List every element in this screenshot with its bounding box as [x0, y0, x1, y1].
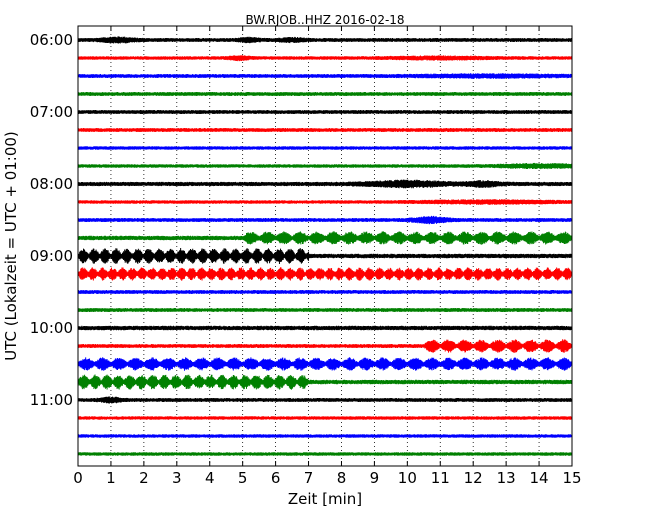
x-tick-label: 13	[497, 469, 516, 487]
seismic-trace	[77, 267, 573, 281]
x-axis-ticks: 0 1 2 3 4 5 6 7 8 9 10 11 12 13 14 15	[73, 26, 582, 487]
seismic-trace	[77, 396, 573, 404]
seismic-trace	[77, 146, 573, 150]
seismic-trace	[77, 374, 573, 390]
seismic-trace	[77, 55, 573, 62]
x-tick-label: 12	[464, 469, 483, 487]
x-tick-label: 15	[562, 469, 581, 487]
x-tick-label: 0	[73, 469, 83, 487]
y-tick-label: 09:00	[30, 247, 73, 265]
seismic-trace	[77, 73, 573, 79]
x-tick-label: 10	[398, 469, 417, 487]
x-tick-label: 3	[172, 469, 182, 487]
y-tick-label: 11:00	[30, 391, 73, 409]
x-tick-label: 7	[304, 469, 314, 487]
seismic-trace	[77, 92, 573, 96]
seismic-trace	[77, 215, 573, 225]
seismic-trace	[77, 339, 573, 353]
y-axis-label: UTC (Lokalzeit = UTC + 01:00)	[2, 131, 20, 361]
seismic-trace	[77, 452, 573, 456]
y-axis-ticks: 06:00 07:00 08:00 09:00 10:00 11:00	[30, 31, 83, 409]
seismic-trace	[77, 416, 573, 420]
plot-frame	[77, 25, 573, 467]
x-tick-label: 14	[530, 469, 549, 487]
seismic-trace	[77, 162, 573, 170]
seismic-trace	[77, 290, 573, 294]
x-tick-label: 2	[139, 469, 149, 487]
seismic-trace	[77, 36, 573, 44]
x-tick-label: 6	[271, 469, 281, 487]
trace-group	[77, 36, 573, 456]
seismic-trace	[77, 308, 573, 312]
y-tick-label: 06:00	[30, 31, 73, 49]
y-tick-label: 10:00	[30, 319, 73, 337]
chart-title: BW.RJOB..HHZ 2016-02-18	[245, 13, 404, 27]
x-tick-label: 11	[431, 469, 450, 487]
seismic-trace	[77, 248, 573, 265]
seismic-trace	[77, 199, 573, 205]
seismic-trace	[77, 434, 573, 438]
x-tick-label: 4	[205, 469, 215, 487]
seismic-trace	[77, 179, 573, 189]
grid-lines	[110, 26, 540, 466]
x-tick-label: 8	[337, 469, 347, 487]
seismic-trace	[77, 325, 573, 331]
seismic-trace	[77, 110, 573, 114]
seismic-trace	[77, 357, 573, 371]
y-tick-label: 07:00	[30, 103, 73, 121]
y-tick-label: 08:00	[30, 175, 73, 193]
x-tick-label: 1	[106, 469, 116, 487]
x-axis-label: Zeit [min]	[288, 490, 362, 508]
x-tick-label: 5	[238, 469, 248, 487]
seismic-trace	[77, 231, 573, 245]
x-tick-label: 9	[370, 469, 380, 487]
seismic-trace	[77, 128, 573, 132]
